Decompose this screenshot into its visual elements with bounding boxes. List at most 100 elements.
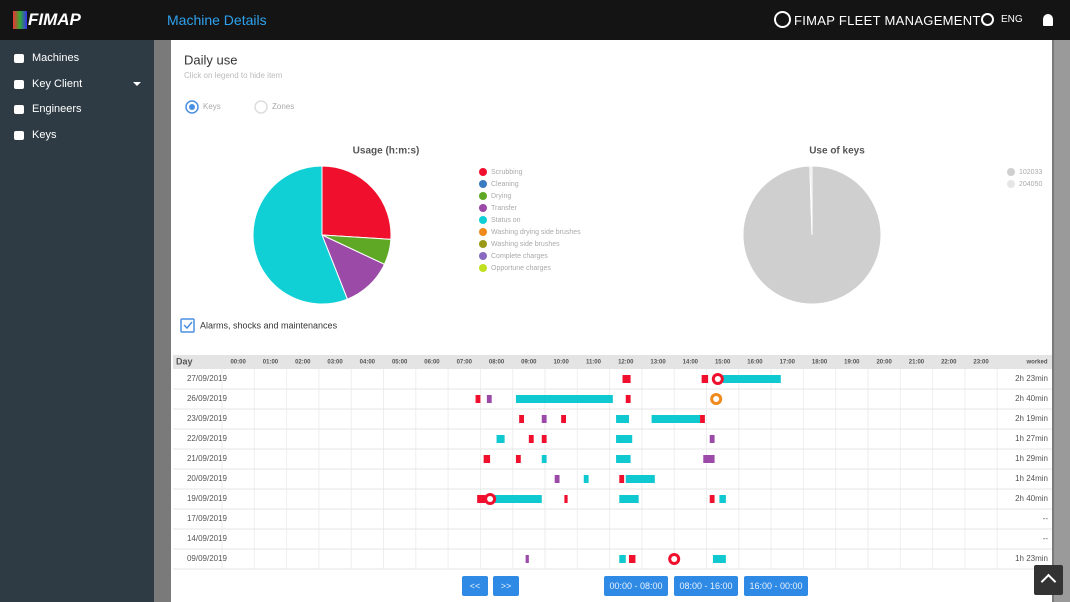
column-header: 10:00 (553, 360, 569, 366)
column-header: worked (1025, 360, 1047, 366)
usage-segment (564, 495, 568, 503)
alarm-icon-inner (714, 376, 721, 382)
column-header: 20:00 (876, 360, 892, 366)
usage-segment (619, 475, 625, 483)
brand: FIMAP FLEET MANAGEMENT (794, 13, 981, 28)
nav-item[interactable]: Engineers (0, 97, 154, 123)
alarm-icon-inner (487, 496, 494, 502)
usage-segment (483, 455, 491, 463)
day: 27/09/2019 (187, 374, 228, 383)
alarm-icon-inner (713, 396, 720, 402)
checkbox-label[interactable]: Alarms, shocks and maintenances (200, 320, 338, 330)
checkbox[interactable] (180, 318, 195, 333)
worked: 1h 29min (1015, 454, 1048, 463)
legend-label: Status on (491, 217, 521, 224)
logo: FIMAP (28, 10, 81, 29)
usage-segment (519, 415, 525, 423)
column-header: 05:00 (392, 360, 408, 366)
legend-label: Transfer (491, 205, 517, 212)
page-title: Machine Details (167, 12, 267, 28)
usage-segment (616, 435, 633, 443)
radio-dot (189, 104, 195, 110)
legend-swatch (479, 252, 487, 260)
usage-segment (541, 455, 547, 463)
logo-icon (13, 11, 27, 29)
day: 19/09/2019 (187, 494, 228, 503)
usage-segment (722, 375, 781, 383)
pager-button[interactable]: 08:00 - 16:00 (674, 576, 738, 596)
usage-segment (709, 435, 715, 443)
radio-label[interactable]: Keys (203, 102, 221, 111)
usage-segment (616, 455, 631, 463)
legend-swatch (479, 192, 487, 200)
dropdown-arrow (133, 82, 141, 90)
column-header: 19:00 (844, 360, 860, 366)
radio[interactable] (254, 100, 268, 114)
timeline: Day 00:00 01:00 02:00 03:00 04:00 05:00 06:00 07… (173, 355, 1052, 570)
brand-icon (774, 11, 791, 28)
worked: 2h 40min (1015, 494, 1048, 503)
usage-segment (494, 495, 542, 503)
usage-segment (515, 455, 521, 463)
user-icon[interactable] (1043, 14, 1053, 26)
column-header: 04:00 (360, 360, 376, 366)
column-header: 14:00 (683, 360, 699, 366)
usage-segment (712, 555, 726, 563)
usage-segment (528, 435, 534, 443)
worked: 2h 40min (1015, 394, 1048, 403)
column-header: 23:00 (973, 360, 989, 366)
usage-segment (619, 495, 639, 503)
usage-segment (651, 415, 701, 423)
day: 09/09/2019 (187, 554, 228, 563)
column-header: 02:00 (295, 360, 311, 366)
usage-segment (719, 495, 726, 503)
usage-segment (628, 555, 636, 563)
pie-slice (809, 165, 813, 236)
usage-segment (486, 395, 492, 403)
usage-segment (616, 415, 629, 423)
table-header (173, 355, 1052, 369)
language-icon[interactable] (981, 13, 994, 26)
radio-label[interactable]: Zones (272, 102, 294, 111)
legend-label: Washing drying side brushes (491, 229, 581, 236)
pager-button[interactable]: 16:00 - 00:00 (744, 576, 808, 596)
legend-swatch (1007, 180, 1015, 188)
column-header: 22:00 (941, 360, 957, 366)
legend-swatch (479, 204, 487, 212)
scrollbar (1054, 40, 1070, 602)
language[interactable]: ENG (1001, 14, 1023, 25)
column-header: 13:00 (650, 360, 666, 366)
legend-label: 204050 (1019, 181, 1042, 188)
column-header: 09:00 (521, 360, 537, 366)
top-bar: FIMAP Machine Details FIMAP FLEET MANAGE… (0, 0, 1070, 40)
column-header: 08:00 (489, 360, 505, 366)
column-header: 15:00 (715, 360, 731, 366)
usage-segment (583, 475, 589, 483)
usage-segment (496, 435, 505, 443)
pager-button[interactable]: >> (493, 576, 519, 596)
usage-segment (625, 395, 631, 403)
nav-item[interactable]: Keys (0, 123, 154, 149)
usage-segment (701, 375, 709, 383)
legend-swatch (479, 216, 487, 224)
legend-swatch (479, 168, 487, 176)
column-header: 00:00 (230, 360, 246, 366)
pager-button[interactable]: 00:00 - 08:00 (604, 576, 668, 596)
legend-swatch (479, 228, 487, 236)
column-header: Day (176, 356, 193, 366)
column-header: 17:00 (780, 360, 796, 366)
usage-segment (700, 415, 705, 423)
nav-item[interactable]: Key Client (0, 72, 154, 98)
usage-segment (475, 395, 481, 403)
usage-segment (477, 495, 486, 503)
back-to-top[interactable] (1034, 565, 1063, 595)
usage-segment (561, 415, 566, 423)
legend-label: Scrubbing (491, 169, 523, 176)
nav-item[interactable]: Machines (0, 46, 154, 72)
column-header: 12:00 (618, 360, 634, 366)
pager-button[interactable]: << (462, 576, 488, 596)
legend-label: Cleaning (491, 181, 519, 188)
usage-segment (625, 475, 655, 483)
legend-swatch (1007, 168, 1015, 176)
